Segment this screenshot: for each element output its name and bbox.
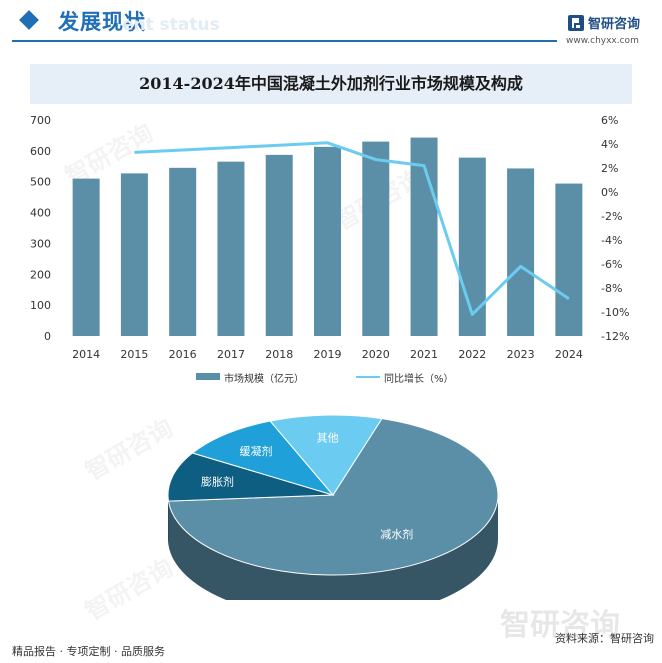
x-tick-label: 2024 — [555, 348, 583, 361]
right-tick-label: 0% — [601, 186, 618, 199]
right-tick-label: 2% — [601, 162, 618, 175]
brand-logo-icon — [568, 15, 584, 31]
bar-2016 — [169, 167, 197, 336]
x-tick-label: 2021 — [410, 348, 438, 361]
right-tick-label: 6% — [601, 114, 618, 127]
bar-2014 — [72, 178, 100, 336]
pie-slices-layer — [167, 414, 499, 600]
x-tick-label: 2020 — [362, 348, 390, 361]
pie-slice-膨胀剂 — [167, 452, 334, 502]
combo-chart: 0 100 200 300 400 500 600 700 6% 4% 2% 0% -2% -4% -6%… — [30, 114, 629, 361]
right-tick-label: -12% — [601, 330, 629, 343]
left-tick-label: 600 — [30, 145, 51, 158]
watermark: 智研咨询 — [500, 608, 620, 643]
footer-tagline: 精品报告 · 专项定制 · 品质服务 — [12, 645, 165, 658]
chart-title: 2014-2024年中国混凝土外加剂行业市场规模及构成 — [139, 74, 523, 93]
chart-legend: 市场规模（亿元） 同比增长（%） — [196, 370, 496, 385]
growth-line-layer — [134, 141, 570, 316]
x-tick-label: 2022 — [458, 348, 486, 361]
left-tick-label: 0 — [44, 330, 51, 343]
x-tick-label: 2017 — [217, 348, 245, 361]
bar-2023 — [507, 168, 535, 336]
header: 发展现状 ent status 智研咨询 www.chyxx.com — [0, 0, 662, 52]
bar-2022 — [458, 157, 486, 336]
pie-slice-其他 — [269, 414, 383, 496]
header-divider — [12, 40, 557, 42]
bar-2018 — [265, 154, 293, 336]
pie-side-减水剂 — [168, 495, 498, 600]
pie-chart: 减水剂 膨胀剂 缓凝剂 其他 — [167, 414, 499, 600]
left-tick-label: 400 — [30, 207, 51, 220]
right-tick-label: -2% — [601, 210, 622, 223]
section-title: 发展现状 — [58, 10, 146, 34]
x-tick-label: 2023 — [507, 348, 535, 361]
footer-source: 资料来源：智研咨询 — [555, 632, 654, 645]
x-tick-label: 2016 — [169, 348, 197, 361]
brand-name: 智研咨询 — [588, 17, 641, 32]
left-tick-label: 300 — [30, 237, 51, 250]
pie-labels-layer: 减水剂 膨胀剂 缓凝剂 其他 — [201, 431, 413, 540]
right-tick-label: -10% — [601, 306, 629, 319]
left-tick-label: 100 — [30, 299, 51, 312]
bar-2019 — [314, 146, 341, 336]
x-tick-label: 2014 — [72, 348, 100, 361]
right-axis-ticks: 6% 4% 2% 0% -2% -4% -6% -8% -10% -12% — [601, 114, 629, 343]
bar-2015 — [120, 173, 148, 336]
left-axis-ticks: 0 100 200 300 400 500 600 700 — [30, 114, 51, 343]
growth-line — [134, 141, 570, 316]
left-tick-label: 500 — [30, 176, 51, 189]
pie-label-其他: 其他 — [317, 431, 339, 444]
legend-bar-swatch — [196, 373, 220, 380]
pie-slice-缓凝剂 — [191, 420, 335, 496]
pie-label-膨胀剂: 膨胀剂 — [201, 474, 234, 488]
x-tick-label: 2018 — [265, 348, 293, 361]
brand-url: www.chyxx.com — [566, 36, 639, 46]
right-tick-label: -4% — [601, 234, 622, 247]
left-tick-label: 200 — [30, 268, 51, 281]
bar-2024 — [555, 183, 583, 336]
section-subtitle-ghost: ent status — [122, 15, 220, 35]
bars-layer — [72, 137, 583, 336]
pie-label-缓凝剂: 缓凝剂 — [240, 444, 273, 458]
x-tick-label: 2019 — [314, 348, 342, 361]
right-tick-label: -8% — [601, 282, 622, 295]
x-tick-label: 2015 — [120, 348, 148, 361]
legend-label-market-size: 市场规模（亿元） — [224, 374, 304, 385]
right-tick-label: 4% — [601, 138, 618, 151]
bar-2021 — [410, 137, 438, 336]
bar-2020 — [362, 141, 390, 336]
pie-slice-减水剂 — [167, 418, 499, 576]
legend-label-growth: 同比增长（%） — [384, 374, 454, 385]
legend-line-swatch — [356, 376, 380, 378]
pie-label-减水剂: 减水剂 — [380, 527, 413, 541]
bar-2017 — [217, 161, 245, 336]
left-tick-label: 700 — [30, 114, 51, 127]
x-axis-ticks: 2014 2015 2016 2017 2018 2019 2020 2021 2022 2023… — [72, 348, 583, 361]
chart-title-bar: 2014-2024年中国混凝土外加剂行业市场规模及构成 — [30, 64, 632, 104]
right-tick-label: -6% — [601, 258, 622, 271]
